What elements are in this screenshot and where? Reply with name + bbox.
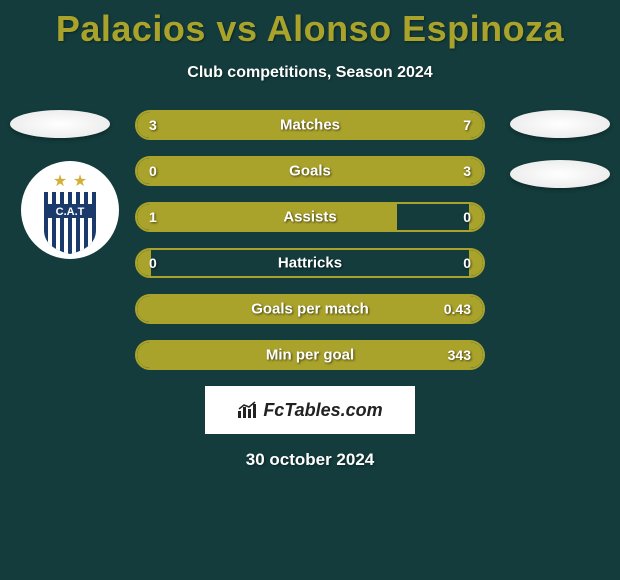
stat-label: Assists — [137, 209, 483, 226]
stat-label: Hattricks — [137, 255, 483, 272]
stat-label: Min per goal — [137, 347, 483, 364]
stat-label: Goals — [137, 163, 483, 180]
brand-chart-icon — [237, 401, 259, 419]
stat-value-left: 3 — [149, 117, 157, 133]
brand-label: FcTables.com — [237, 400, 382, 421]
stat-row: Min per goal343 — [135, 340, 485, 370]
stat-value-right: 0.43 — [444, 301, 471, 317]
stat-row: Assists1 0 — [135, 202, 485, 232]
stat-value-right: 7 — [463, 117, 471, 133]
stat-value-left: 0 — [149, 163, 157, 179]
svg-text:★: ★ — [53, 173, 67, 190]
stat-value-right: 343 — [448, 347, 471, 363]
stat-label: Goals per match — [137, 301, 483, 318]
stat-row: Goals per match0.43 — [135, 294, 485, 324]
subtitle: Club competitions, Season 2024 — [0, 64, 620, 82]
stat-label: Matches — [137, 117, 483, 134]
badge-text: C.A.T — [56, 206, 85, 218]
stat-value-right: 0 — [463, 255, 471, 271]
club-badge: C.A.T ★ ★ — [20, 160, 120, 260]
content-area: C.A.T ★ ★ Matches37Goals03Assists10Hattr… — [0, 110, 620, 470]
page-title: Palacios vs Alonso Espinoza — [0, 0, 620, 50]
brand-box: FcTables.com — [205, 386, 415, 434]
stat-row: Goals0 3 — [135, 156, 485, 186]
player-right-placeholder-1 — [510, 110, 610, 138]
stat-value-right: 3 — [463, 163, 471, 179]
player-right-placeholder-2 — [510, 160, 610, 188]
svg-text:★: ★ — [73, 173, 87, 190]
stat-value-left: 0 — [149, 255, 157, 271]
stats-container: Matches37Goals03Assists10Hattricks00Goal… — [135, 110, 485, 370]
stat-row: Hattricks0 0 — [135, 248, 485, 278]
stat-value-right: 0 — [463, 209, 471, 225]
brand-text: FcTables.com — [263, 400, 382, 421]
date-label: 30 october 2024 — [10, 450, 610, 470]
club-badge-svg: C.A.T ★ ★ — [20, 160, 120, 260]
stat-row: Matches3 7 — [135, 110, 485, 140]
player-left-placeholder — [10, 110, 110, 138]
stat-value-left: 1 — [149, 209, 157, 225]
